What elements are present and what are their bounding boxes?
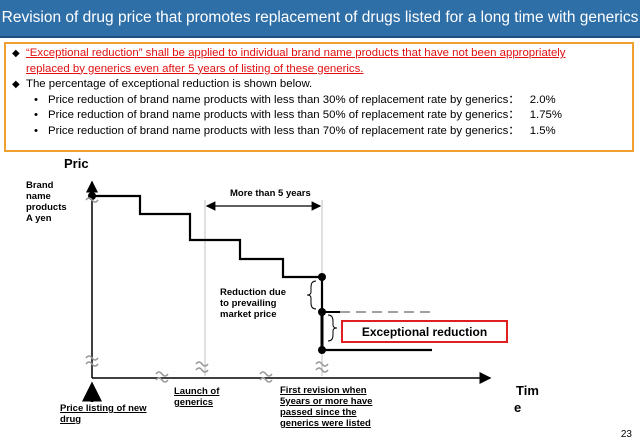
bullet-percentage: ◆ The percentage of exceptional reductio… [12, 77, 626, 93]
revision-point-bottom [318, 346, 326, 354]
break-mark-icon [259, 377, 273, 383]
launch-of-generics-label: Launch of generics [174, 386, 220, 408]
x-axis-label-2: e [514, 400, 522, 415]
exceptional-brace [327, 314, 338, 342]
break-mark-icon [259, 371, 273, 377]
break-mark-icon [315, 361, 329, 367]
slide-title: Revision of drug price that promotes rep… [0, 0, 640, 38]
break-mark-icon [315, 367, 329, 373]
break-mark-icon [155, 377, 169, 383]
list-item: • Price reduction of brand name products… [12, 108, 626, 124]
info-box: ◆ “Exceptional reduction” shall be appli… [4, 42, 634, 152]
list-item: • Price reduction of brand name products… [12, 124, 626, 140]
diamond-bullet-icon: ◆ [12, 48, 20, 59]
revision-point-mid [318, 308, 326, 316]
diamond-bullet-icon: ◆ [12, 79, 20, 90]
list-item-text: Price reduction of brand name products w… [48, 109, 520, 121]
list-item-value: 2.0% [529, 93, 556, 106]
break-mark-icon [195, 361, 209, 367]
y-axis-label: Pric [64, 156, 89, 171]
dot-bullet-icon: • [34, 109, 38, 121]
slide-title-text: Revision of drug price that promotes rep… [1, 9, 639, 26]
dot-bullet-icon: • [34, 93, 38, 106]
x-axis-label-1: Tim [516, 383, 539, 398]
break-mark-icon [85, 361, 99, 367]
bullet1-line1: “Exceptional reduction” shall be applied… [26, 47, 566, 59]
bullet2-text: The percentage of exceptional reduction … [26, 78, 313, 90]
price-diagram-svg [82, 180, 492, 402]
revision-point-top [318, 273, 326, 281]
bullet-exceptional-reduction: ◆ “Exceptional reduction” shall be appli… [12, 46, 626, 77]
first-revision-label: First revision when 5years or more have … [280, 385, 373, 429]
break-mark-icon [85, 197, 99, 203]
list-item-text: Price reduction of brand name products w… [48, 93, 520, 106]
list-item-value: 1.5% [529, 124, 556, 137]
price-diagram: Pric Tim e Brand name products A yen Mor… [0, 152, 640, 444]
market-reduction-label: Reduction due to prevailing market price [220, 287, 286, 320]
list-item-value: 1.75% [529, 109, 563, 121]
list-item-text: Price reduction of brand name products w… [48, 124, 520, 137]
list-item: • Price reduction of brand name products… [12, 93, 626, 109]
more-than-five-years-label: More than 5 years [230, 188, 311, 199]
price-step-line [92, 194, 432, 352]
break-mark-icon [195, 367, 209, 373]
exceptional-reduction-text: Exceptional reduction [361, 324, 488, 339]
bullet1-line2: replaced by generics even after 5 years … [26, 62, 364, 75]
break-mark-icon [85, 355, 99, 361]
price-listing-label: Price listing of new drug [60, 403, 147, 425]
page-number: 23 [620, 429, 632, 440]
brand-label: Brand name products A yen [26, 180, 67, 224]
exceptional-reduction-box: Exceptional reduction [341, 320, 508, 343]
market-reduction-brace [306, 280, 317, 310]
break-mark-icon [155, 371, 169, 377]
start-point [88, 192, 96, 200]
dot-bullet-icon: • [34, 124, 38, 137]
